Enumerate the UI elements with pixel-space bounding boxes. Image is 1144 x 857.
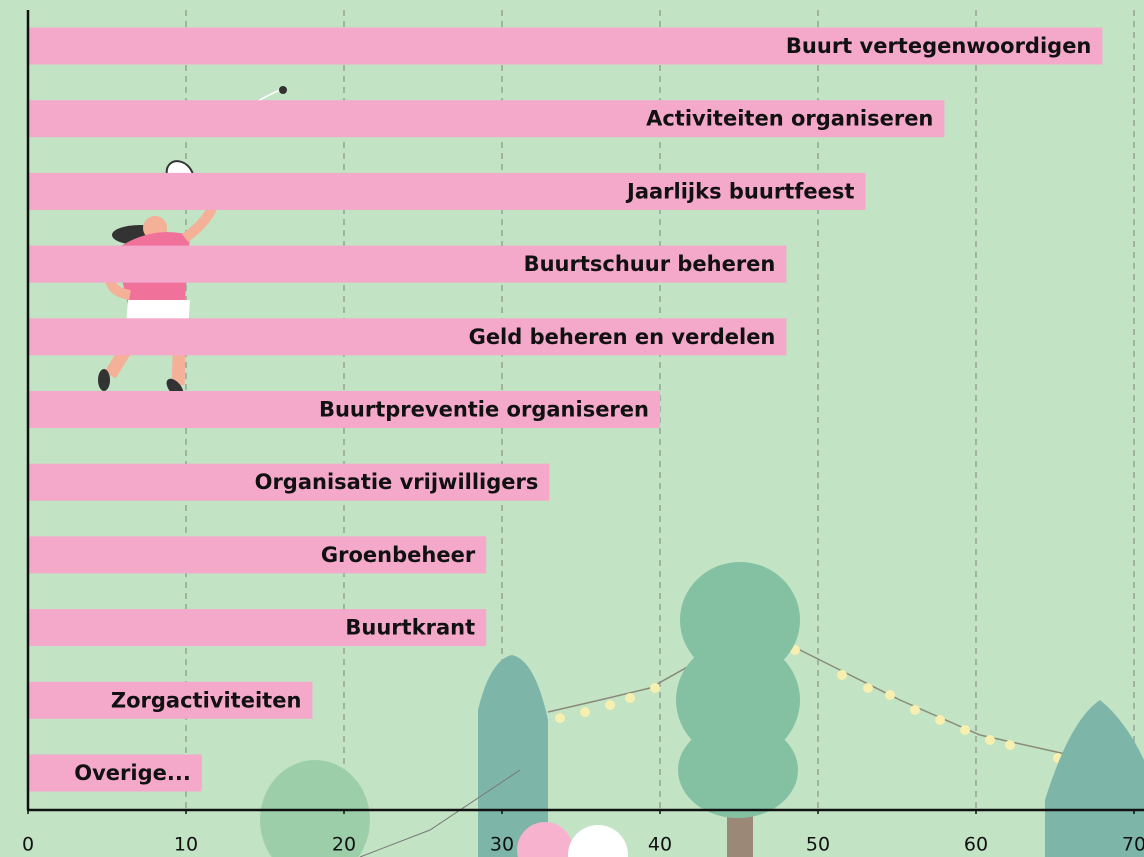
bar-label: Buurtschuur beheren <box>524 252 776 276</box>
x-tick-label: 10 <box>174 834 198 856</box>
x-tick-label: 40 <box>648 834 672 856</box>
bar-label: Organisatie vrijwilligers <box>255 470 539 494</box>
x-tick-label: 0 <box>22 834 34 856</box>
bar-label: Overige... <box>74 761 191 785</box>
bar-label: Buurtkrant <box>345 616 475 640</box>
bar-label: Zorgactiviteiten <box>111 688 302 712</box>
x-tick-label: 30 <box>490 834 514 856</box>
bar-label: Buurt vertegenwoordigen <box>786 34 1091 58</box>
x-tick-label: 60 <box>964 834 988 856</box>
bar-label: Activiteiten organiseren <box>646 107 933 131</box>
bar-label: Geld beheren en verdelen <box>469 325 776 349</box>
bar-label: Groenbeheer <box>321 543 476 567</box>
tree <box>678 722 798 818</box>
x-tick-label: 50 <box>806 834 830 856</box>
bar-label: Jaarlijks buurtfeest <box>625 179 854 203</box>
x-tick-label: 70 <box>1122 834 1144 856</box>
chart: Buurt vertegenwoordigen Activiteiten orga… <box>0 0 1144 857</box>
bar-label: Buurtpreventie organiseren <box>319 398 649 422</box>
x-tick-label: 20 <box>332 834 356 856</box>
